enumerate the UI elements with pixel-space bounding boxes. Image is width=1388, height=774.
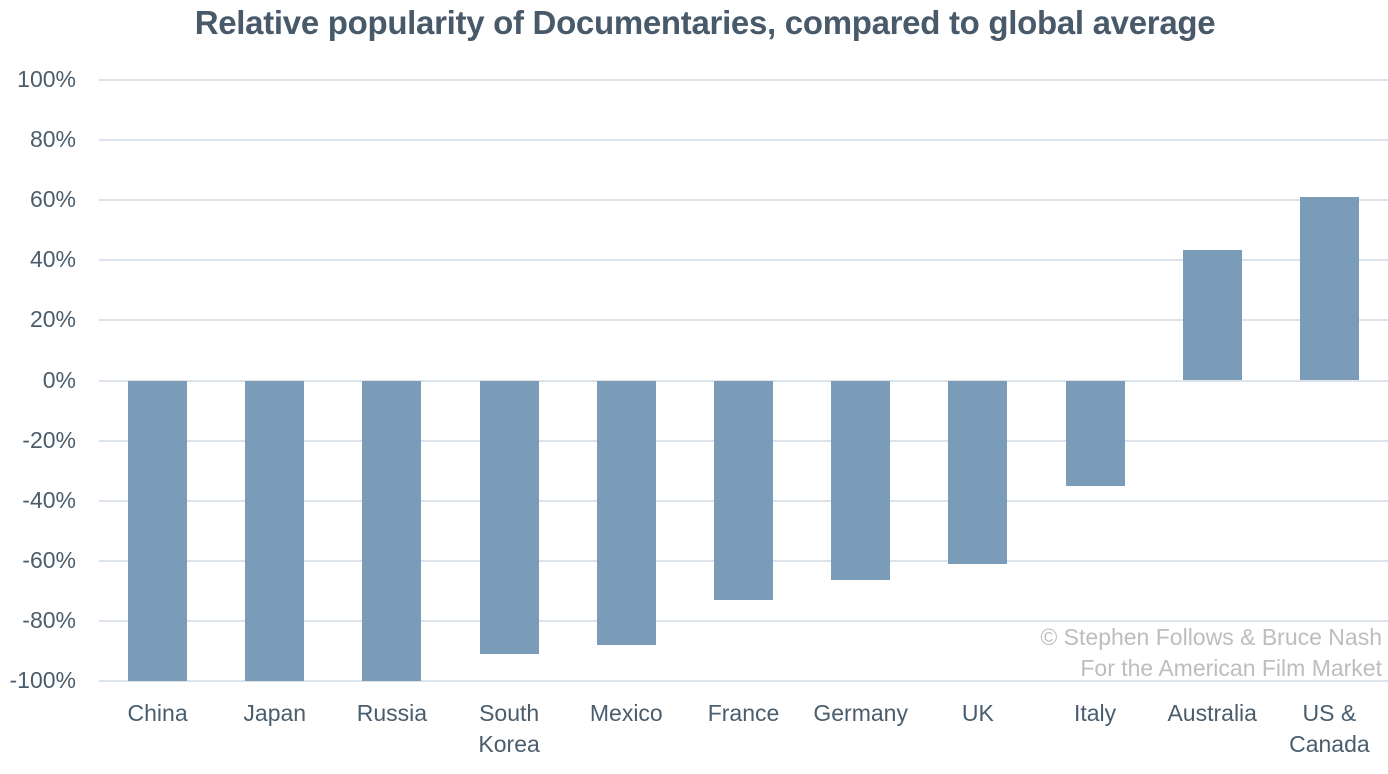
y-tick-label: -40%: [22, 486, 76, 513]
y-tick-label: -20%: [22, 426, 76, 453]
x-tick-label: Australia: [1167, 700, 1257, 726]
gridline: [99, 199, 1388, 202]
x-tick-label: Mexico: [589, 700, 663, 726]
x-tick-label: Germany: [813, 700, 908, 726]
y-tick-label: 0%: [42, 366, 76, 393]
x-tick-label: Russia: [356, 700, 428, 726]
bar-japan: [245, 380, 305, 681]
y-tick-label: -60%: [22, 546, 76, 573]
bar-south-korea: [479, 380, 539, 654]
gridline: [99, 680, 1388, 682]
gridline: [99, 79, 1388, 81]
bar-china: [128, 380, 188, 681]
chart-title: Relative popularity of Documentaries, co…: [194, 4, 1216, 41]
gridline: [99, 259, 1388, 262]
x-tick-label: UK: [961, 700, 994, 726]
y-tick-label: -80%: [22, 606, 76, 633]
bar-italy: [1065, 380, 1125, 486]
credit-annotation: © Stephen Follows & Bruce Nash For the A…: [1040, 622, 1382, 684]
bar-mexico: [596, 380, 656, 645]
gridline: [99, 139, 1388, 142]
credit-line-2: For the American Film Market: [1080, 655, 1382, 681]
y-tick-label: -100%: [9, 667, 76, 693]
x-tick-label: France: [707, 700, 780, 726]
y-tick-label: 40%: [29, 246, 76, 273]
bar-uk: [948, 380, 1008, 564]
y-tick-label: 80%: [29, 126, 76, 153]
x-tick-label: Italy: [1073, 700, 1117, 726]
gridline: [99, 319, 1388, 322]
plot-area: 100% 80% 60% 40% 20% 0% -20% -40% -60% -80% -100% C…: [10, 0, 1388, 774]
x-tick-label: Japan: [243, 700, 307, 726]
gridline: [99, 619, 1388, 622]
bar-us-canada: [1299, 197, 1359, 381]
bar-australia: [1182, 249, 1242, 381]
x-tick-label: South Korea: [478, 700, 540, 757]
bar-france: [714, 380, 773, 600]
y-tick-label: 100%: [17, 66, 76, 92]
bar-russia: [362, 380, 422, 681]
credit-line-1: © Stephen Follows & Bruce Nash: [1040, 624, 1382, 650]
y-tick-label: 60%: [29, 186, 76, 213]
x-tick-label: US & Canada: [1289, 700, 1370, 757]
bar-germany: [831, 380, 891, 581]
y-tick-label: 20%: [29, 306, 76, 333]
x-tick-label: China: [127, 700, 188, 726]
